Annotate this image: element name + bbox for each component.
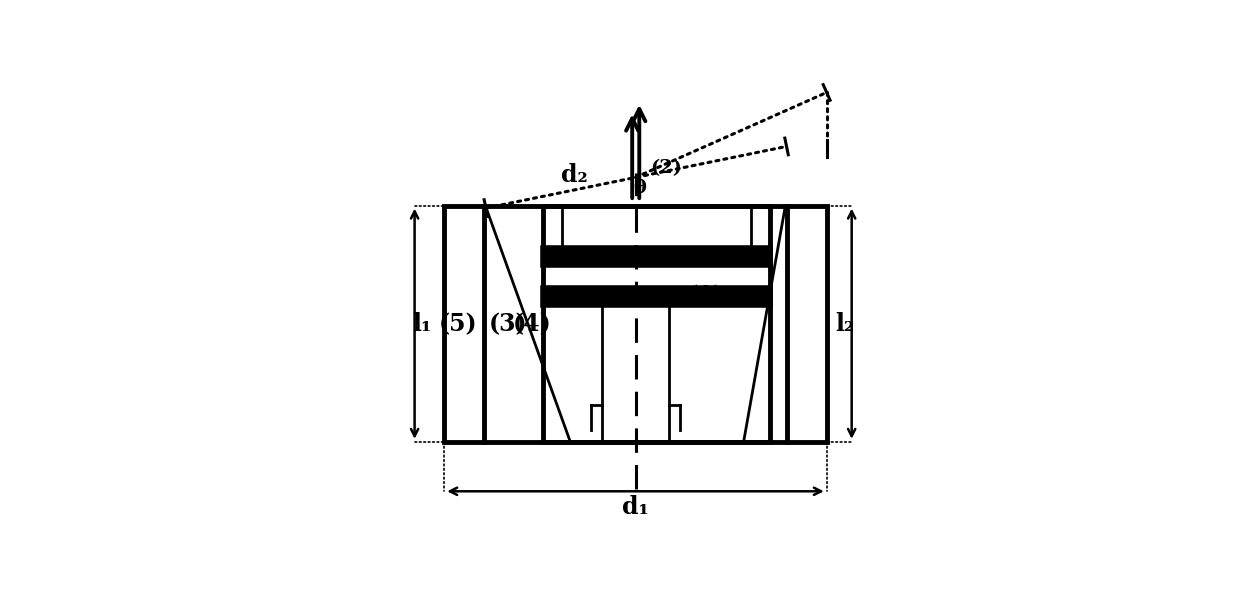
- Bar: [543, 248, 770, 265]
- Text: l₂: l₂: [835, 312, 854, 336]
- Text: l₁: l₁: [413, 312, 432, 336]
- Text: d₂: d₂: [560, 163, 588, 187]
- Text: d₁: d₁: [622, 495, 649, 519]
- Text: (3): (3): [489, 312, 527, 336]
- Text: (5): (5): [439, 312, 477, 336]
- Bar: [543, 288, 770, 305]
- Bar: [543, 206, 770, 442]
- Text: (4): (4): [512, 312, 551, 336]
- Text: θ: θ: [632, 179, 646, 197]
- Bar: [444, 206, 827, 442]
- Text: (2): (2): [650, 159, 682, 177]
- Text: (1): (1): [687, 284, 725, 308]
